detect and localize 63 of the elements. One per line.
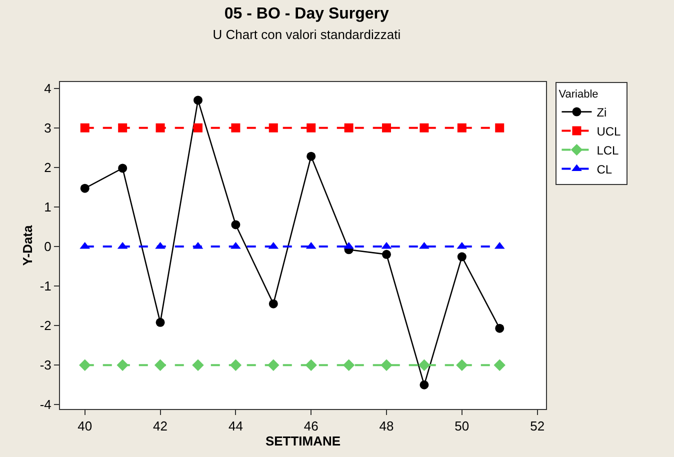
legend-label: Zi: [596, 105, 607, 120]
point: [495, 324, 504, 333]
point: [457, 123, 466, 132]
legend-label: LCL: [596, 143, 620, 158]
point: [456, 359, 468, 371]
x-tick-label: 40: [78, 418, 92, 434]
legend-label: UCL: [596, 124, 622, 138]
y-tick-label: -3: [40, 358, 52, 373]
y-tick-label: -2: [40, 318, 52, 334]
x-tick-label: 46: [304, 418, 318, 434]
point: [419, 242, 430, 249]
y-tick-label: 2: [44, 160, 52, 175]
legend-label: CL: [596, 162, 612, 176]
point: [420, 380, 429, 390]
point: [156, 123, 165, 132]
point: [79, 359, 91, 371]
point: [156, 318, 165, 327]
x-tick-label: 48: [379, 418, 394, 434]
y-tick-label: -4: [40, 397, 52, 412]
point: [154, 359, 166, 371]
x-tick-label: 44: [228, 418, 243, 434]
point: [230, 359, 242, 371]
point: [231, 220, 240, 230]
point: [194, 123, 202, 132]
x-tick-label: 42: [153, 418, 168, 434]
point: [305, 359, 317, 371]
x-axis-title: SETTIMANE: [265, 434, 341, 449]
point: [230, 242, 241, 249]
point: [418, 359, 430, 371]
point: [420, 123, 429, 132]
chart-title: 05 - BO - Day Surgery: [224, 5, 390, 22]
chart-subtitle: U Chart con valori standardizzati: [212, 27, 401, 42]
x-tick-label: 50: [454, 418, 470, 434]
y-tick-label: 1: [44, 200, 52, 214]
x-tick-label: 52: [530, 418, 545, 434]
legend-title: Variable: [558, 88, 598, 100]
point: [306, 152, 316, 161]
point: [268, 299, 278, 308]
y-axis-title: Y-Data: [20, 224, 35, 266]
point: [116, 359, 128, 371]
point: [118, 164, 128, 173]
point: [306, 123, 316, 132]
point: [80, 184, 90, 193]
point: [268, 123, 278, 132]
point: [80, 123, 90, 132]
y-tick-label: 0: [44, 239, 52, 254]
point: [457, 252, 466, 262]
point: [118, 123, 128, 132]
point: [380, 359, 392, 371]
point: [194, 96, 202, 105]
y-tick-label: -1: [40, 278, 52, 294]
point: [231, 123, 240, 132]
point: [382, 123, 392, 132]
point: [382, 250, 392, 259]
point: [192, 359, 204, 371]
point: [344, 123, 354, 132]
point: [155, 242, 166, 249]
point: [494, 359, 506, 371]
point: [342, 359, 355, 371]
y-tick-label: 3: [44, 120, 52, 136]
y-tick-label: 4: [44, 80, 52, 96]
point: [495, 123, 504, 132]
point: [268, 359, 280, 371]
